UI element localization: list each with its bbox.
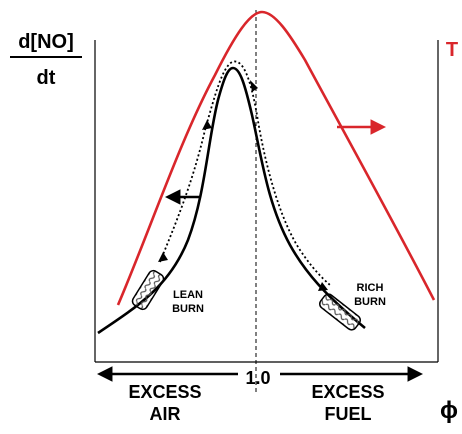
y-label-denominator: dt [37, 67, 56, 89]
lean-burn-line1: LEAN [173, 289, 203, 301]
rich-down-arrow [318, 282, 328, 291]
no-formation-curve [97, 66, 366, 335]
excess-air-line1: EXCESS [128, 382, 201, 402]
temperature-curve [116, 10, 436, 306]
rich-up-arrow [250, 80, 258, 92]
rich-burn-line2: BURN [354, 296, 386, 308]
phi-label: ϕ [440, 397, 458, 424]
excess-air-line2: AIR [150, 404, 181, 424]
excess-fuel-line2: FUEL [325, 404, 372, 424]
lean-dotted-arrow [158, 252, 168, 262]
converter-icon [131, 269, 165, 311]
rich-burn-line1: RICH [357, 282, 384, 294]
converter-icon [319, 293, 361, 331]
lean-down-arrow [202, 120, 212, 130]
stoichiometric-value: 1.0 [245, 368, 270, 388]
lean-burn-line2: BURN [172, 303, 204, 315]
temperature-label: T [446, 39, 458, 61]
dotted-path [159, 60, 331, 286]
excess-fuel-line1: EXCESS [311, 382, 384, 402]
y-label-numerator: d[NO] [18, 31, 74, 53]
